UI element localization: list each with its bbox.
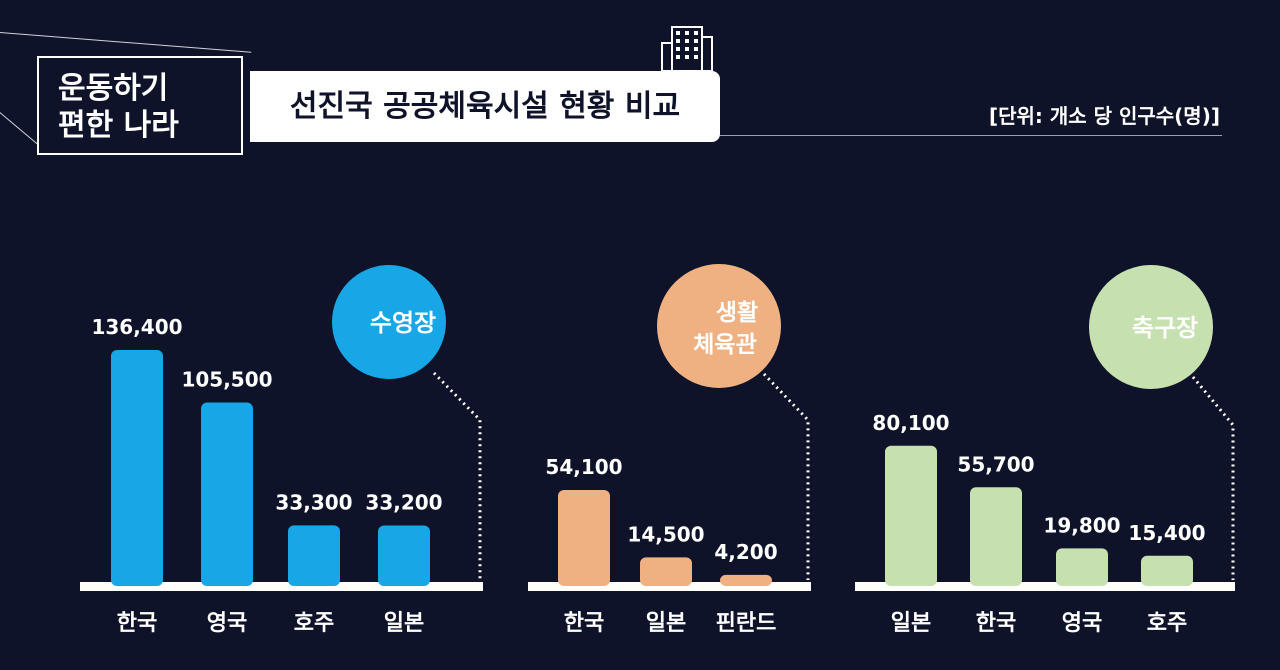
category-label: 핀란드 bbox=[716, 611, 777, 636]
page-title: 선진국 공공체육시설 현황 비교 bbox=[289, 89, 681, 124]
bar-4 bbox=[1141, 555, 1193, 586]
bar-2 bbox=[640, 557, 692, 586]
value-label: 14,500 bbox=[627, 522, 704, 546]
category-label: 호주 bbox=[1147, 611, 1187, 636]
value-label: 55,700 bbox=[957, 452, 1034, 476]
bar-2 bbox=[970, 487, 1022, 586]
category-label: 호주 bbox=[294, 611, 334, 636]
value-label: 15,400 bbox=[1128, 521, 1205, 545]
brand-title: 운동하기 편한 나라 bbox=[58, 70, 179, 144]
bubble-label: 수영장 bbox=[370, 309, 436, 337]
category-label: 영국 bbox=[1062, 611, 1102, 636]
value-label: 80,100 bbox=[872, 411, 949, 435]
header-rule bbox=[720, 135, 1222, 136]
bar-1 bbox=[885, 445, 937, 586]
bar-1 bbox=[111, 350, 163, 586]
category-label: 한국 bbox=[117, 611, 157, 636]
bubble-label: 축구장 bbox=[1132, 314, 1198, 342]
category-label: 일본 bbox=[384, 611, 424, 636]
bar-3 bbox=[288, 525, 340, 586]
value-label: 33,200 bbox=[365, 491, 442, 515]
chart-bubble bbox=[657, 264, 781, 388]
chart-bubble bbox=[332, 265, 446, 379]
bar-2 bbox=[201, 402, 253, 586]
value-label: 136,400 bbox=[91, 315, 182, 339]
value-label: 4,200 bbox=[714, 540, 777, 564]
chart-baseline bbox=[855, 582, 1235, 591]
bar-4 bbox=[378, 525, 430, 586]
brand-line-1: 운동하기 bbox=[58, 71, 169, 106]
bubble-label-line-1: 생활 bbox=[716, 300, 758, 326]
unit-label: [단위: 개소 당 인구수(명)] bbox=[988, 104, 1220, 128]
bar-1 bbox=[558, 489, 610, 586]
bubble-label-line-2: 체육관 bbox=[693, 332, 756, 358]
brand-line-2: 편한 나라 bbox=[58, 108, 179, 143]
chart-bubble bbox=[1089, 265, 1213, 389]
chart-baseline bbox=[528, 582, 811, 591]
category-label: 한국 bbox=[564, 611, 604, 636]
bar-3 bbox=[720, 574, 772, 586]
title-bar bbox=[250, 71, 720, 142]
dotted-connector bbox=[432, 371, 482, 580]
category-label: 일본 bbox=[891, 611, 931, 636]
bar-3 bbox=[1056, 548, 1108, 586]
value-label: 105,500 bbox=[181, 368, 272, 392]
value-label: 19,800 bbox=[1043, 513, 1120, 537]
brand-box bbox=[37, 56, 243, 155]
category-label: 일본 bbox=[646, 611, 686, 636]
building-icon bbox=[661, 26, 713, 72]
value-label: 54,100 bbox=[545, 455, 622, 479]
category-label: 한국 bbox=[976, 611, 1016, 636]
category-label: 영국 bbox=[207, 611, 247, 636]
chart-baseline bbox=[80, 582, 483, 591]
dotted-connector bbox=[1191, 376, 1235, 580]
value-label: 33,300 bbox=[275, 490, 352, 514]
